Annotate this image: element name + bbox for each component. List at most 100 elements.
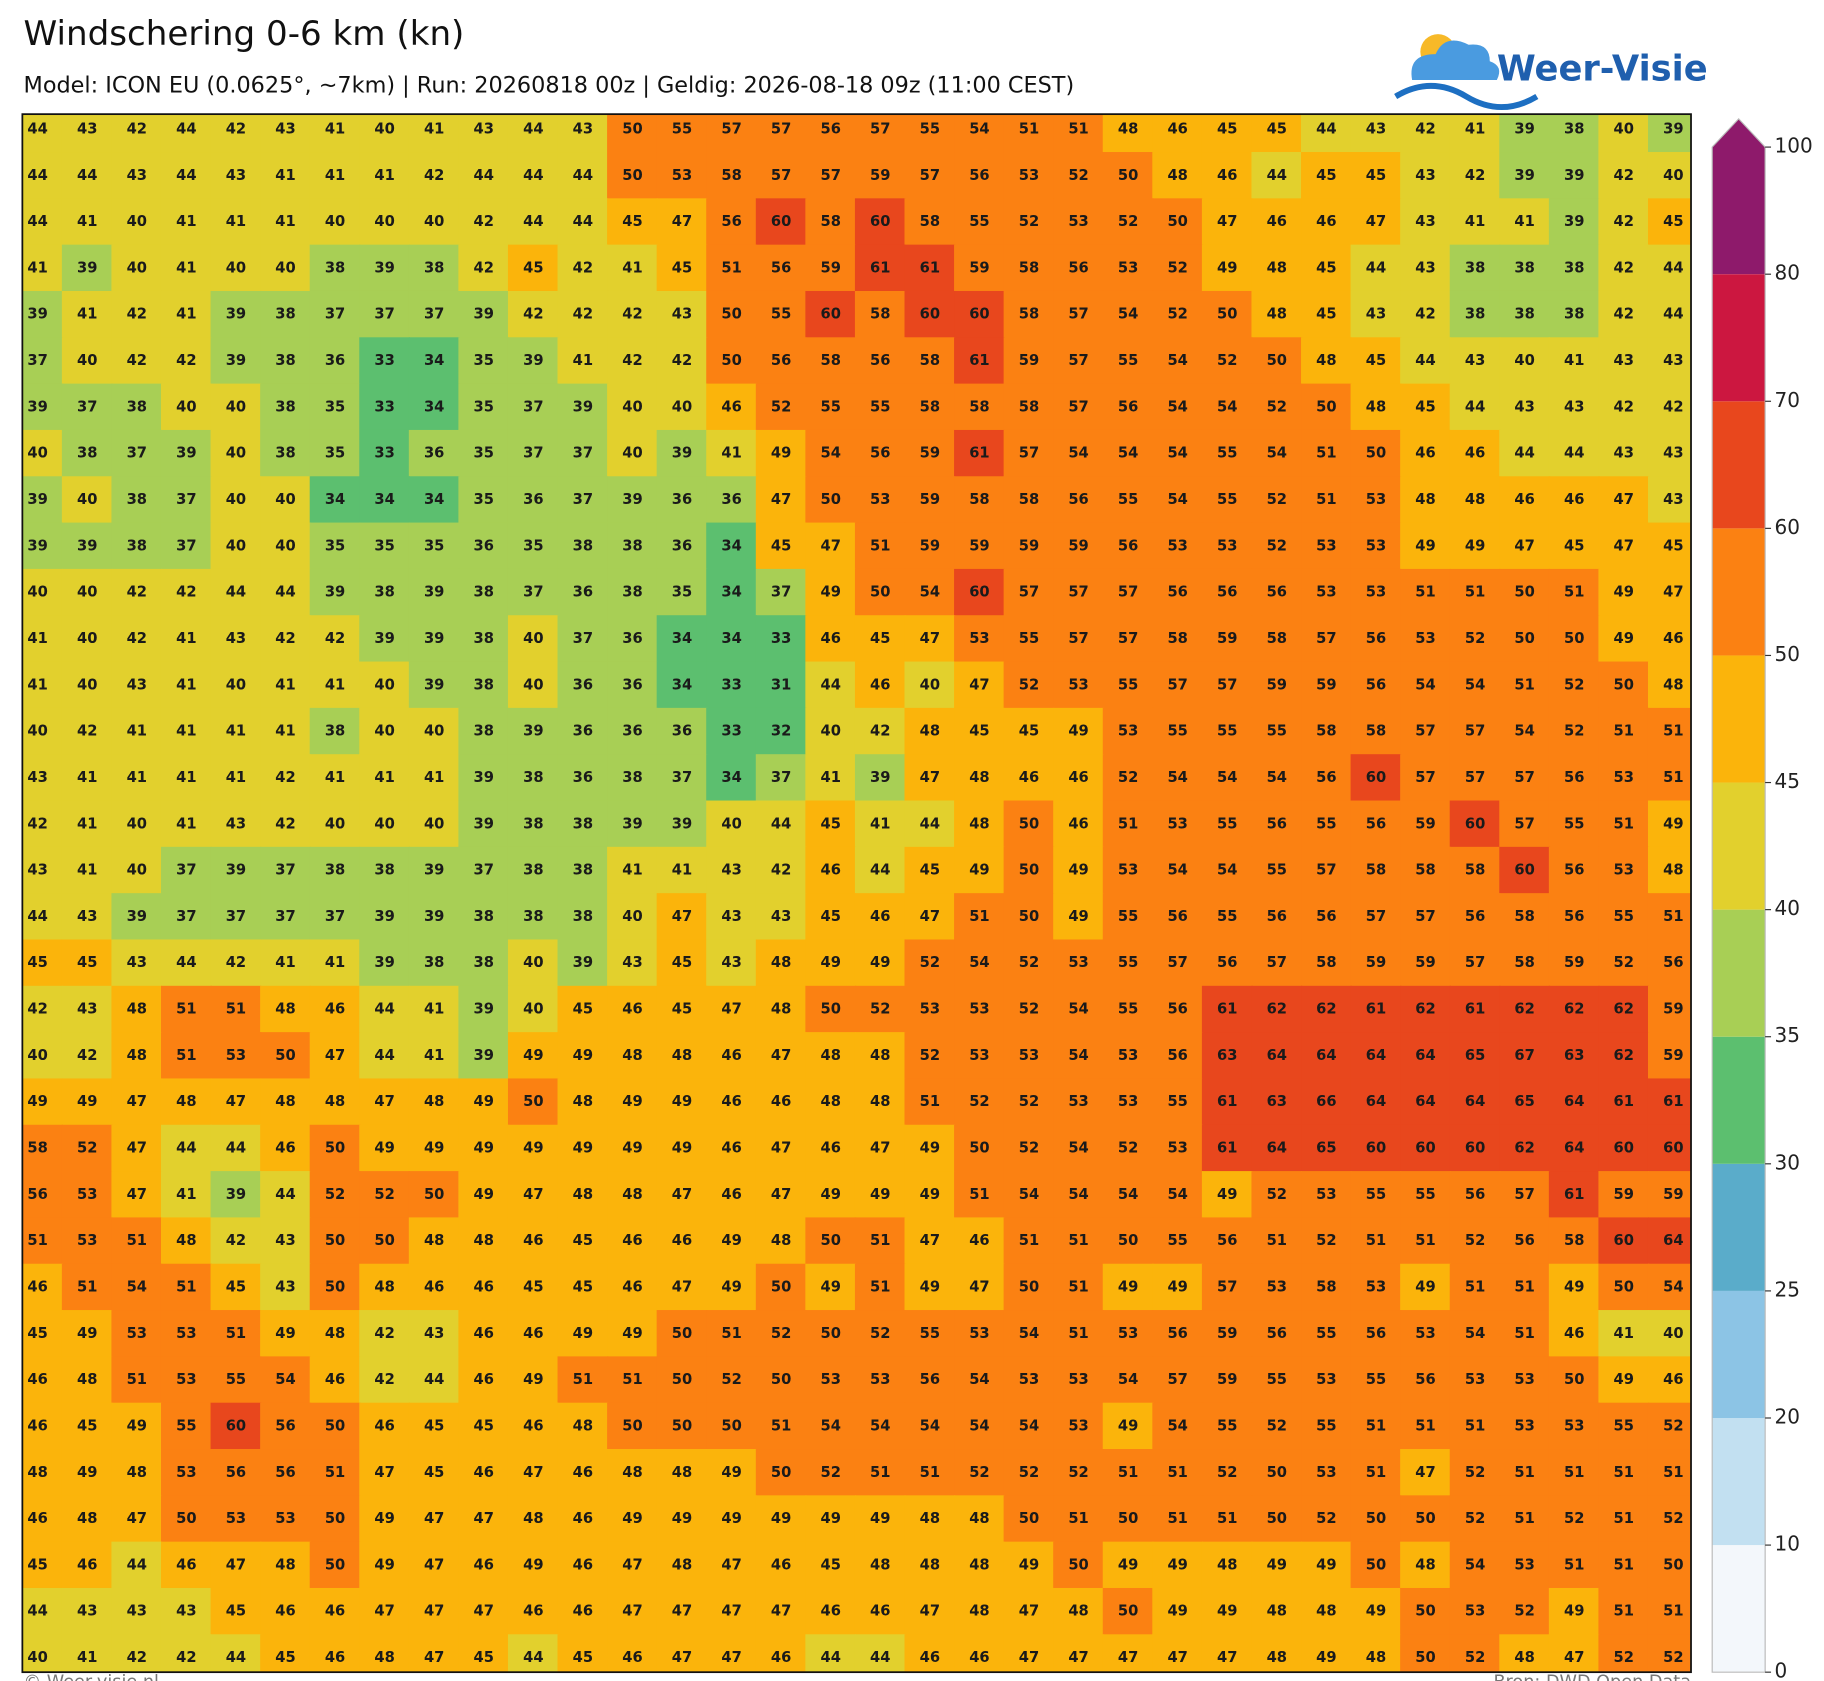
cell-label: 49 xyxy=(1019,1556,1039,1573)
cell-label: 40 xyxy=(127,259,147,276)
cell-label: 50 xyxy=(176,1510,196,1527)
cell-label: 46 xyxy=(1217,167,1237,184)
value-cell xyxy=(408,1124,460,1173)
value-cell xyxy=(507,383,559,432)
value-cell xyxy=(1003,290,1055,339)
value-cell xyxy=(260,1634,311,1673)
value-cell xyxy=(22,800,64,849)
value-cell xyxy=(706,1449,757,1497)
cell-label: 58 xyxy=(1366,862,1386,879)
cell-label: 33 xyxy=(771,630,791,647)
value-cell xyxy=(854,1495,906,1543)
value-cell xyxy=(1003,1124,1055,1173)
value-cell xyxy=(1251,1124,1303,1173)
cell-label: 56 xyxy=(1167,1325,1187,1342)
cell-label: 50 xyxy=(1564,1371,1584,1388)
cell-label: 60 xyxy=(821,306,841,323)
value-cell xyxy=(260,429,311,478)
cell-label: 64 xyxy=(1366,1047,1386,1064)
cell-label: 51 xyxy=(1514,1278,1534,1295)
cell-label: 46 xyxy=(821,1603,841,1620)
cell-label: 49 xyxy=(1663,815,1683,832)
cell-label: 55 xyxy=(1217,1417,1237,1434)
value-cell xyxy=(1350,522,1402,571)
value-cell xyxy=(1053,476,1104,524)
cell-label: 58 xyxy=(1019,398,1039,415)
cell-label: 46 xyxy=(573,1464,593,1481)
cell-label: 57 xyxy=(1316,630,1336,647)
cell-label: 42 xyxy=(523,306,543,323)
value-cell xyxy=(854,1217,906,1265)
value-cell xyxy=(1647,754,1692,802)
cell-label: 59 xyxy=(1663,1186,1683,1203)
cell-label: 55 xyxy=(1217,815,1237,832)
value-cell xyxy=(1102,1541,1154,1590)
cell-label: 41 xyxy=(1465,213,1485,230)
cell-label: 43 xyxy=(127,954,147,971)
value-cell xyxy=(1251,1634,1303,1673)
cell-label: 50 xyxy=(1267,352,1287,369)
cell-label: 50 xyxy=(672,1371,692,1388)
value-cell xyxy=(1499,476,1551,524)
value-cell xyxy=(1152,800,1204,849)
cell-label: 35 xyxy=(424,537,444,554)
value-cell xyxy=(408,290,460,339)
cell-label: 39 xyxy=(374,259,394,276)
value-cell xyxy=(1003,754,1055,802)
value-cell xyxy=(1102,754,1154,802)
value-cell xyxy=(111,337,163,385)
cell-label: 38 xyxy=(325,862,345,879)
cell-label: 40 xyxy=(374,676,394,693)
cell-label: 32 xyxy=(771,723,791,740)
cell-label: 50 xyxy=(721,352,741,369)
value-cell xyxy=(408,1078,460,1126)
cell-label: 51 xyxy=(870,537,890,554)
value-cell xyxy=(458,846,510,895)
value-cell xyxy=(755,1032,807,1080)
cell-label: 48 xyxy=(771,954,791,971)
cell-label: 35 xyxy=(474,491,494,508)
value-cell xyxy=(458,1217,510,1265)
cell-label: 45 xyxy=(424,1464,444,1481)
cell-label: 54 xyxy=(275,1371,295,1388)
value-cell xyxy=(1548,383,1600,432)
cell-label: 55 xyxy=(1217,723,1237,740)
cell-label: 64 xyxy=(1663,1232,1683,1249)
value-cell xyxy=(408,985,460,1034)
value-cell xyxy=(557,1541,609,1590)
footer-left: © Weer-visie.nl xyxy=(24,1672,159,1681)
value-cell xyxy=(1400,754,1451,802)
cell-label: 52 xyxy=(1118,213,1138,230)
value-cell xyxy=(1548,1449,1600,1497)
cell-label: 50 xyxy=(821,1001,841,1018)
value-cell xyxy=(706,429,757,478)
value-cell xyxy=(1003,1032,1055,1080)
cell-label: 48 xyxy=(127,1047,147,1064)
cell-label: 57 xyxy=(1465,769,1485,786)
value-cell xyxy=(309,1541,361,1590)
value-cell xyxy=(1003,429,1055,478)
cell-label: 55 xyxy=(1316,815,1336,832)
cell-label: 44 xyxy=(127,1556,147,1573)
value-cell xyxy=(1053,1171,1104,1219)
value-cell xyxy=(309,1124,361,1173)
cell-label: 52 xyxy=(1465,1649,1485,1666)
cell-label: 38 xyxy=(622,537,642,554)
cell-label: 52 xyxy=(771,1325,791,1342)
value-cell xyxy=(160,244,212,293)
cell-label: 49 xyxy=(1415,1278,1435,1295)
cell-label: 60 xyxy=(1663,1140,1683,1157)
value-cell xyxy=(954,754,1005,802)
logo-text: Weer-Visie xyxy=(1497,49,1708,90)
value-cell xyxy=(607,1032,658,1080)
value-cell xyxy=(160,1634,212,1673)
cell-label: 38 xyxy=(1514,259,1534,276)
value-cell xyxy=(1647,985,1692,1034)
value-cell xyxy=(1449,1402,1501,1451)
value-cell xyxy=(1350,290,1402,339)
value-cell xyxy=(904,893,956,941)
cell-label: 55 xyxy=(1167,1232,1187,1249)
cell-label: 43 xyxy=(721,954,741,971)
value-cell xyxy=(1548,893,1600,941)
cell-label: 53 xyxy=(1217,537,1237,554)
